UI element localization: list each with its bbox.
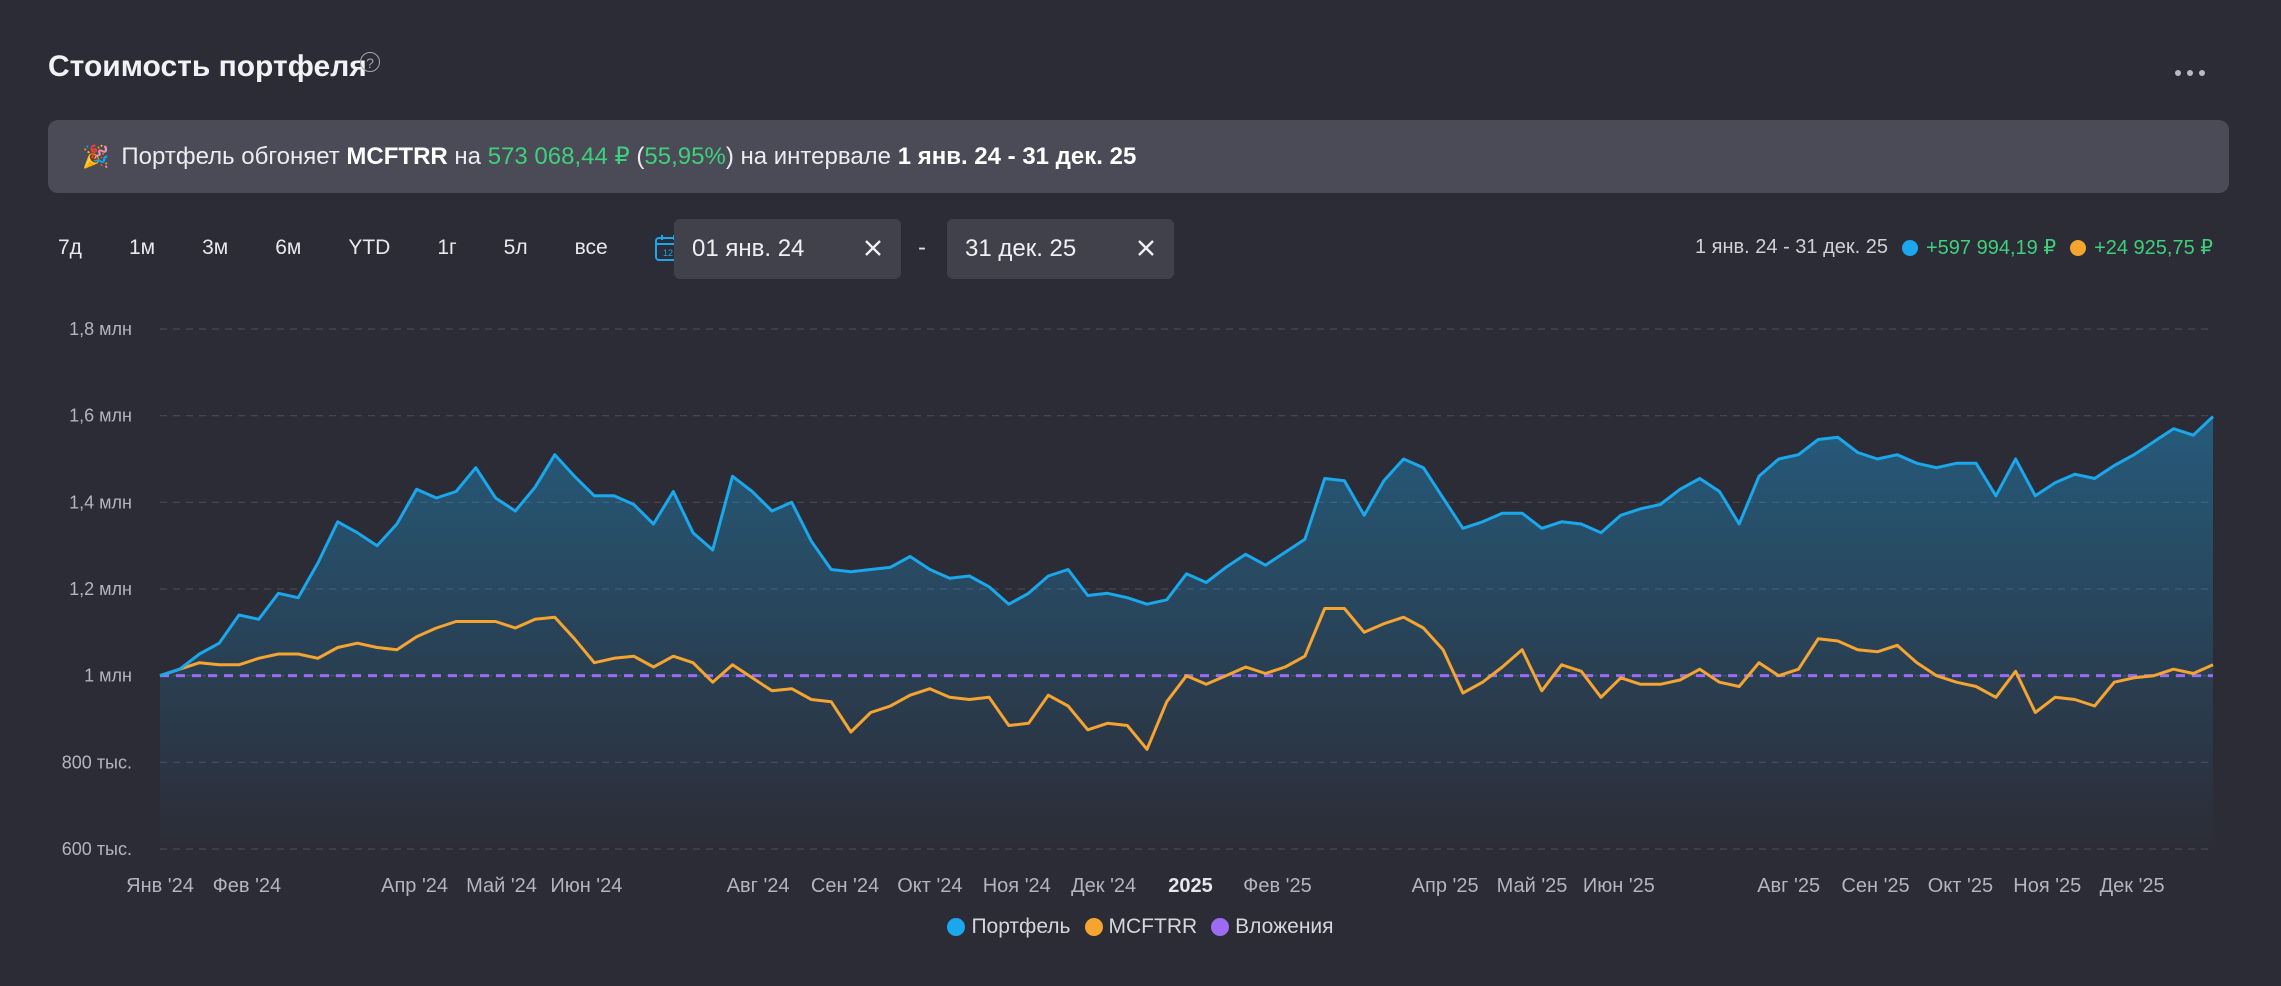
y-tick-label: 800 тыс.: [62, 752, 132, 772]
y-tick-label: 600 тыс.: [62, 839, 132, 859]
x-tick-label: Сен '25: [1841, 875, 1909, 897]
portfolio-dot-icon: [1902, 239, 1918, 256]
date-to-input[interactable]: 31 дек. 25: [947, 219, 1174, 279]
y-tick-label: 1,8 млн: [69, 319, 132, 339]
period-1y[interactable]: 1г: [437, 236, 457, 259]
help-icon[interactable]: ?: [360, 52, 380, 72]
x-tick-label: Авг '24: [727, 875, 790, 897]
period-all[interactable]: все: [574, 236, 608, 259]
y-tick-label: 1,2 млн: [69, 579, 132, 599]
x-tick-label: Июн '24: [550, 875, 622, 897]
period-3m[interactable]: 3м: [202, 236, 229, 259]
legend-label-mcftrr: MCFTRR: [1108, 915, 1198, 938]
benchmark-dot-icon: [2070, 239, 2087, 256]
legend-item-portfolio[interactable]: Портфель: [947, 915, 1071, 939]
series-line-mcftrr: [159, 607, 2214, 751]
period-1m[interactable]: 1м: [128, 236, 156, 259]
series-line-portfolio: [159, 415, 2215, 678]
x-tick-label: Май '24: [466, 875, 537, 897]
chart-title: Стоимость портфеля: [48, 50, 367, 83]
y-tick-label: 1 млн: [84, 666, 132, 686]
invested-legend-dot-icon: [1211, 918, 1230, 936]
x-tick-label: Апр '24: [381, 875, 448, 897]
more-options-icon[interactable]: [2160, 58, 2220, 88]
date-to-value: 31 дек. 25: [965, 235, 1077, 262]
x-tick-label: Фев '24: [213, 875, 282, 897]
y-tick-label: 1,4 млн: [69, 492, 132, 512]
banner-interval: 1 янв. 24 - 31 дек. 25: [897, 142, 1137, 170]
x-tick-label: Янв '24: [126, 875, 194, 897]
legend-label-portfolio: Портфель: [971, 915, 1071, 938]
x-tick-label: Окт '24: [897, 875, 962, 897]
portfolio-value-chart[interactable]: 1,8 млн 1,6 млн 1,4 млн 1,2 млн 1 млн 800 тыс…: [0, 300, 2281, 910]
banner-interval-prefix: ) на интервале: [725, 142, 892, 170]
x-tick-label: Сен '24: [811, 875, 879, 897]
x-tick-label: Авг '25: [1757, 875, 1820, 897]
y-axis: 1,8 млн 1,6 млн 1,4 млн 1,2 млн 1 млн 800 тыс…: [62, 319, 132, 859]
banner-percent: 55,95%: [644, 142, 726, 170]
legend-label-invested: Вложения: [1235, 915, 1334, 938]
clear-date-from-icon[interactable]: [861, 236, 885, 260]
banner-amount: 573 068,44 ₽: [487, 143, 630, 170]
x-tick-label: 2025: [1168, 875, 1213, 897]
portfolio-change: +597 994,19 ₽: [1926, 237, 2057, 259]
date-from-input[interactable]: 01 янв. 24: [674, 219, 901, 279]
comparison-banner: 🎉 Портфель обгоняет MCFTRR на 573 068,44…: [48, 120, 2229, 193]
portfolio-legend-dot-icon: [947, 918, 966, 936]
legend-item-invested[interactable]: Вложения: [1211, 915, 1334, 939]
banner-on: на: [454, 142, 482, 170]
benchmark-change: +24 925,75 ₽: [2094, 237, 2213, 259]
banner-benchmark: MCFTRR: [346, 142, 448, 170]
period-ytd[interactable]: YTD: [348, 236, 391, 259]
banner-prefix: Портфель обгоняет: [121, 142, 340, 170]
range-summary: 1 янв. 24 - 31 дек. 25 +597 994,19 ₽ +24…: [1695, 235, 2213, 260]
summary-range: 1 янв. 24 - 31 дек. 25: [1694, 236, 1888, 258]
x-tick-label: Фев '25: [1243, 875, 1312, 897]
x-tick-label: Ноя '25: [2013, 875, 2081, 897]
x-tick-label: Май '25: [1497, 875, 1568, 897]
date-from-value: 01 янв. 24: [692, 235, 805, 262]
x-tick-label: Ноя '24: [983, 875, 1051, 897]
clear-date-to-icon[interactable]: [1134, 236, 1158, 260]
party-icon: 🎉: [82, 143, 110, 169]
x-tick-label: Апр '25: [1412, 875, 1479, 897]
period-7d[interactable]: 7д: [58, 236, 82, 259]
period-6m[interactable]: 6м: [275, 236, 302, 259]
x-tick-label: Окт '25: [1928, 875, 1993, 897]
y-tick-label: 1,6 млн: [69, 406, 132, 426]
period-selector: 7д 1м 3м 6м YTD 1г 5л все 12: [48, 230, 683, 266]
svg-text:12: 12: [663, 248, 673, 258]
period-5y[interactable]: 5л: [503, 236, 528, 259]
x-tick-label: Дек '25: [2100, 875, 2165, 897]
legend-item-mcftrr[interactable]: MCFTRR: [1084, 915, 1198, 939]
mcftrr-legend-dot-icon: [1084, 918, 1103, 936]
x-axis: Янв '24 Фев '24 Апр '24 Май '24 Июн '24 Авг '…: [126, 875, 2165, 897]
x-tick-label: Июн '25: [1583, 875, 1655, 897]
x-tick-label: Дек '24: [1071, 875, 1136, 897]
chart-legend: Портфель MCFTRR Вложения: [0, 915, 2281, 939]
banner-open-paren: (: [636, 142, 645, 170]
date-separator: -: [918, 234, 926, 261]
portfolio-area: [160, 416, 2213, 849]
